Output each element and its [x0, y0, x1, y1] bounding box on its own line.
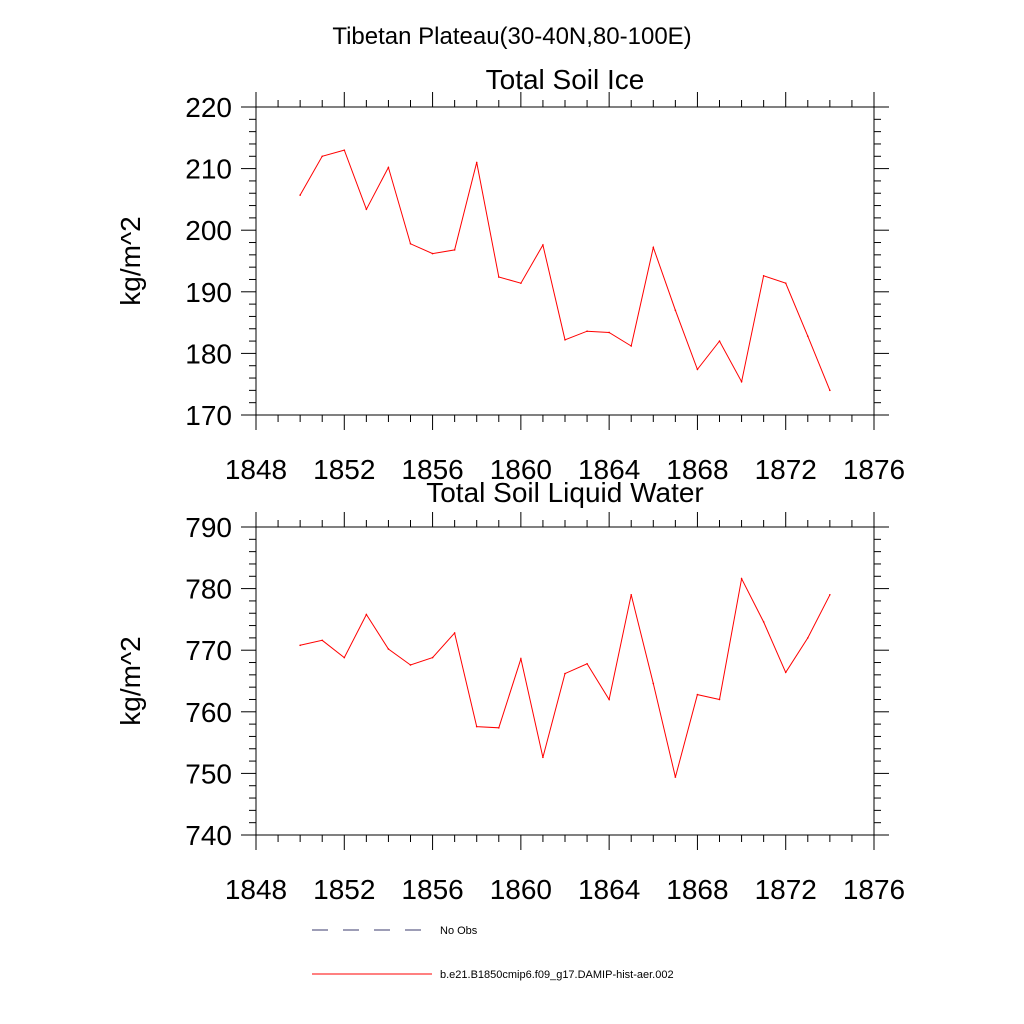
y-tick-label: 220	[185, 92, 232, 123]
x-tick-label: 1848	[225, 874, 287, 905]
data-point	[520, 658, 522, 660]
data-point	[586, 662, 588, 665]
data-point	[608, 698, 610, 701]
data-point	[564, 339, 566, 341]
y-axis-label: kg/m^2	[115, 216, 146, 305]
x-tick-label: 1860	[490, 454, 552, 485]
x-tick-label: 1872	[755, 874, 817, 905]
x-tick-label: 1868	[666, 874, 728, 905]
data-point	[497, 727, 500, 729]
y-tick-label: 170	[185, 400, 232, 431]
data-point	[431, 656, 434, 659]
data-point	[321, 639, 324, 642]
x-tick-label: 1848	[225, 454, 287, 485]
data-point	[718, 340, 721, 342]
data-point	[586, 330, 588, 333]
panel-total-soil-liquid-water: Total Soil Liquid Water kg/m^2 1848 1852 1…	[115, 477, 905, 905]
data-point	[829, 389, 831, 392]
main-title: Tibetan Plateau(30-40N,80-100E)	[332, 23, 691, 50]
x-tick-label: 1856	[401, 874, 463, 905]
plot-frame	[255, 526, 875, 836]
data-point	[806, 637, 809, 639]
legend: No Obs b.e21.B1850cmip6.f09_g17.DAMIP-hi…	[312, 925, 674, 981]
y-tick-label: 780	[185, 574, 232, 605]
panel-title: Total Soil Ice	[486, 64, 645, 95]
data-point	[343, 656, 346, 659]
panel-title: Total Soil Liquid Water	[426, 477, 704, 508]
data-point	[740, 380, 743, 383]
data-point	[387, 166, 390, 169]
data-point	[365, 208, 368, 211]
data-point	[762, 274, 765, 277]
data-point	[652, 682, 655, 685]
data-point	[409, 242, 412, 245]
data-point	[343, 149, 346, 151]
data-point	[520, 282, 522, 284]
series-line	[299, 149, 831, 391]
y-tick-label: 180	[185, 338, 232, 369]
y-tick-label: 790	[185, 512, 232, 543]
data-point	[564, 672, 566, 675]
data-point	[674, 776, 677, 778]
data-point	[431, 252, 434, 255]
x-tick-label: 1876	[843, 874, 905, 905]
y-tick-label: 750	[185, 758, 232, 789]
data-point	[321, 155, 324, 158]
data-point	[542, 756, 544, 759]
data-point	[740, 577, 743, 580]
x-tick-label: 1864	[578, 874, 640, 905]
x-tick-label: 1868	[666, 454, 728, 485]
data-point	[696, 693, 699, 696]
data-point	[542, 244, 544, 246]
data-point	[497, 276, 500, 278]
data-point	[696, 368, 699, 371]
data-point	[453, 632, 456, 634]
legend-label-no-obs: No Obs	[440, 925, 478, 937]
data-point	[475, 725, 478, 728]
x-tick-label: 1864	[578, 454, 640, 485]
plot-frame	[255, 106, 875, 416]
data-point	[299, 194, 301, 196]
y-tick-label: 200	[185, 215, 232, 246]
x-tick-label: 1852	[313, 874, 375, 905]
data-point	[674, 309, 677, 312]
data-point	[409, 664, 412, 666]
data-point	[387, 648, 390, 650]
data-point	[365, 613, 368, 616]
data-point	[718, 698, 721, 701]
data-point	[299, 644, 301, 647]
data-point	[806, 335, 809, 337]
x-tick-label: 1860	[490, 874, 552, 905]
data-point	[630, 593, 633, 596]
data-point	[829, 593, 831, 596]
x-tick-label: 1856	[401, 454, 463, 485]
y-tick-label: 210	[185, 154, 232, 185]
panel-total-soil-ice: Total Soil Ice kg/m^2 1848 1852 1856 1860 18…	[115, 64, 905, 485]
data-point	[475, 161, 478, 164]
x-tick-label: 1852	[313, 454, 375, 485]
series-line	[299, 577, 831, 778]
y-tick-label: 760	[185, 697, 232, 728]
x-tick-label: 1876	[843, 454, 905, 485]
data-point	[784, 671, 787, 674]
y-axis-label: kg/m^2	[115, 636, 146, 725]
data-point	[762, 621, 765, 623]
y-tick-label: 740	[185, 820, 232, 851]
data-point	[652, 246, 655, 249]
y-tick-label: 770	[185, 635, 232, 666]
data-point	[784, 282, 787, 284]
data-point	[453, 249, 456, 251]
x-tick-label: 1872	[755, 454, 817, 485]
y-tick-label: 190	[185, 277, 232, 308]
data-point	[608, 331, 610, 334]
data-point	[630, 345, 633, 347]
legend-label-model: b.e21.B1850cmip6.f09_g17.DAMIP-hist-aer.…	[440, 969, 674, 981]
